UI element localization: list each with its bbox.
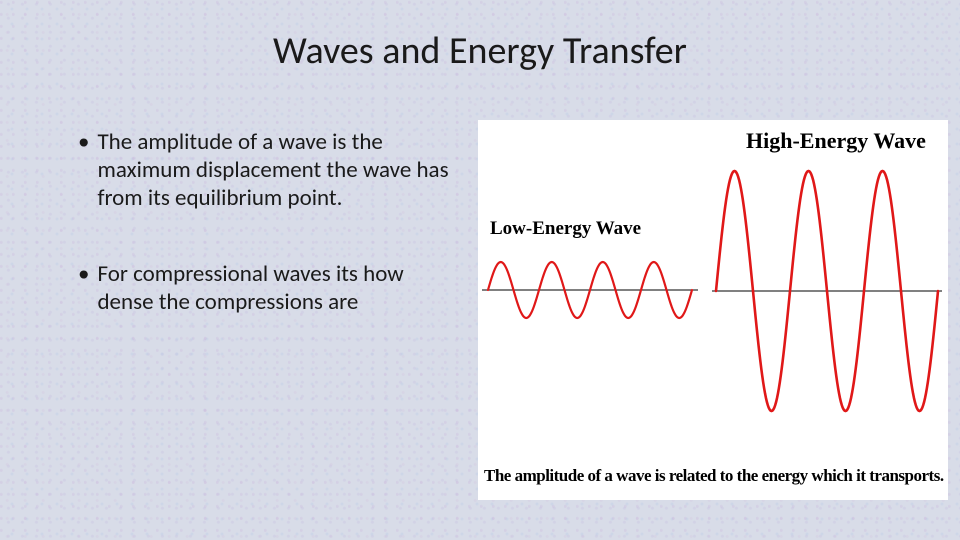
slide: Waves and Energy Transfer • The amplitud…: [0, 0, 960, 540]
wave-diagram: Low-Energy Wave High-Energy Wave The amp…: [478, 120, 948, 500]
diagram-caption: The amplitude of a wave is related to th…: [484, 466, 944, 486]
bullet-text: For compressional waves its how dense th…: [97, 260, 458, 316]
low-energy-wave: [480, 240, 700, 340]
bullet-list: • The amplitude of a wave is the maximum…: [78, 128, 458, 364]
bullet-item: • The amplitude of a wave is the maximum…: [78, 128, 458, 212]
bullet-dot-icon: •: [78, 260, 89, 288]
bullet-dot-icon: •: [78, 128, 89, 156]
high-energy-wave: [710, 150, 944, 432]
slide-title: Waves and Energy Transfer: [0, 28, 960, 74]
low-energy-label: Low-Energy Wave: [490, 218, 641, 240]
bullet-text: The amplitude of a wave is the maximum d…: [97, 128, 458, 212]
bullet-item: • For compressional waves its how dense …: [78, 260, 458, 316]
